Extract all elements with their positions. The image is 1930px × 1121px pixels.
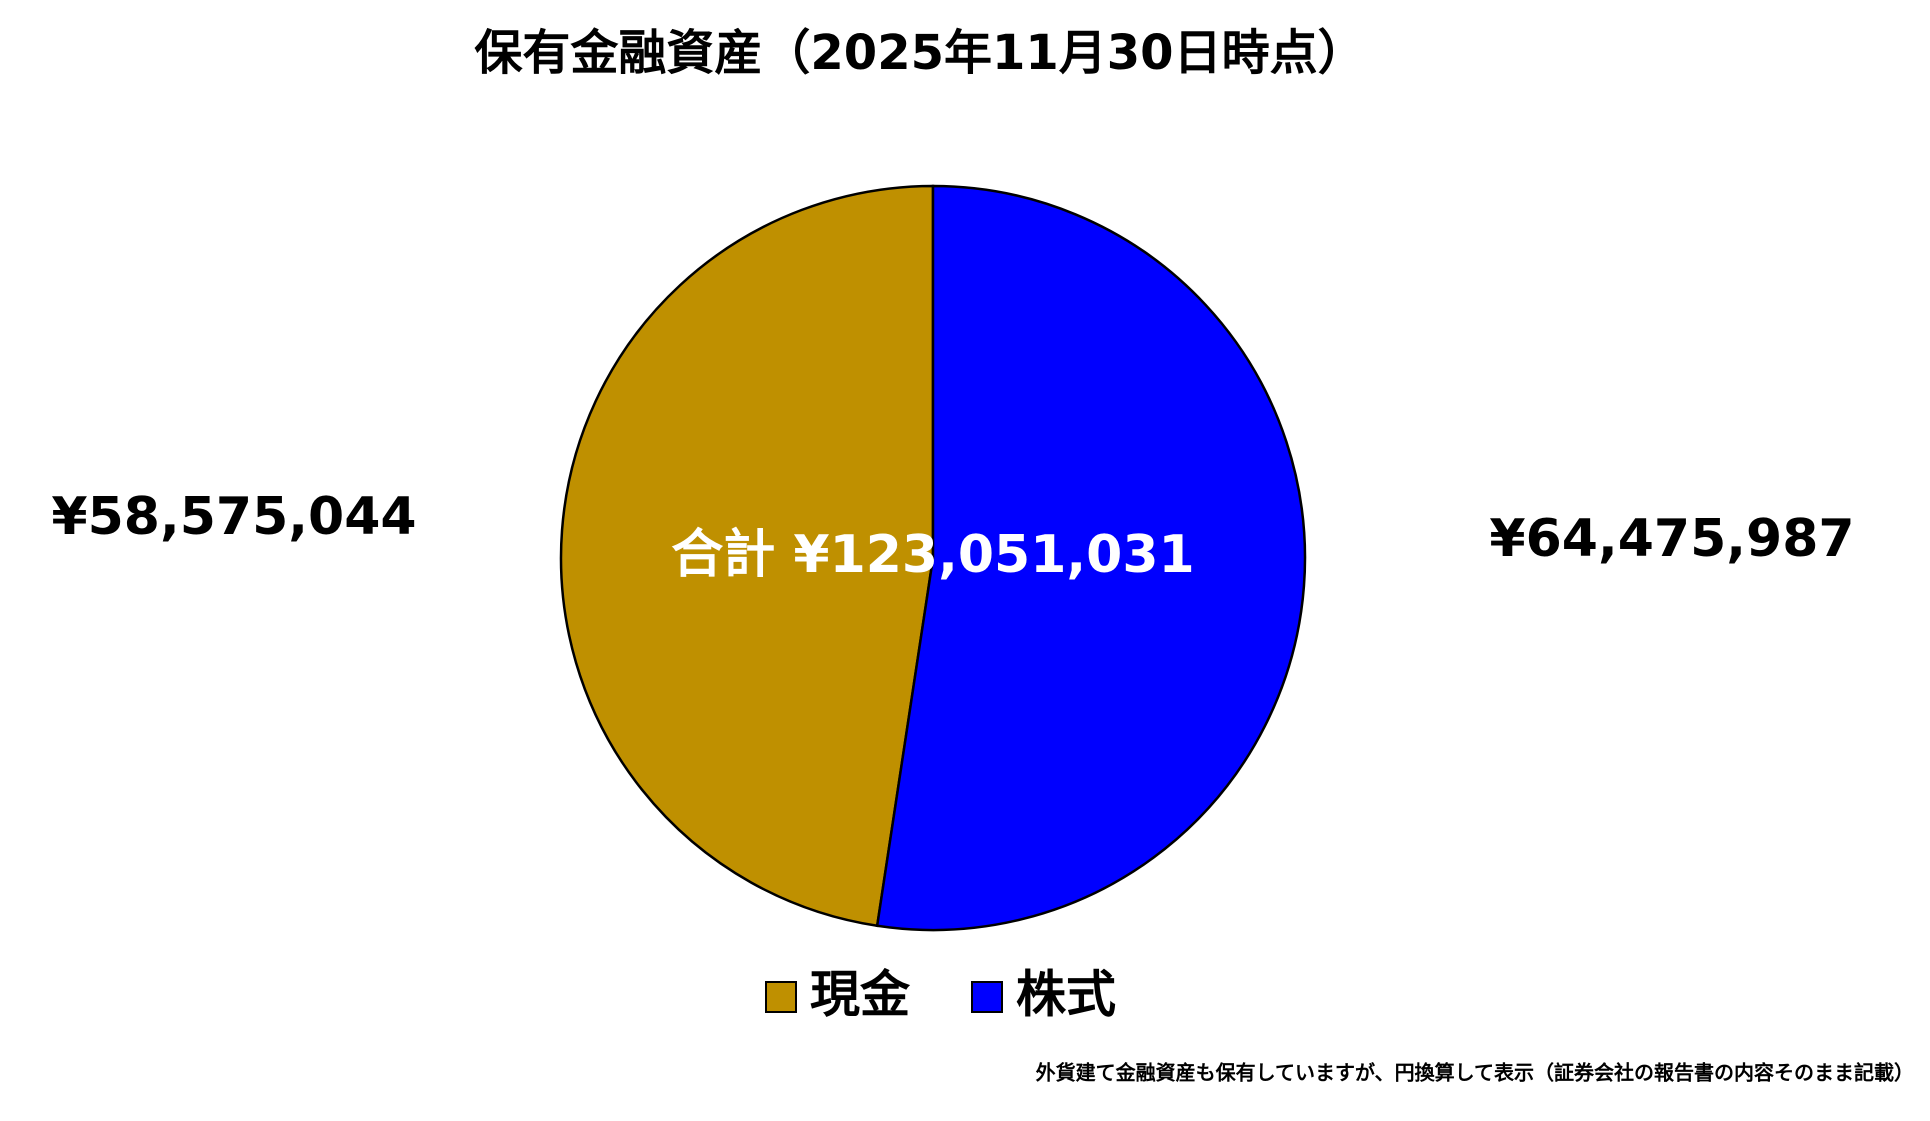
legend-label: 株式 <box>1016 966 1116 1024</box>
value-label: ¥58,575,044 <box>51 487 416 547</box>
pie-slice <box>875 184 1307 932</box>
legend-swatch <box>971 981 1003 1013</box>
legend-swatch <box>765 981 797 1013</box>
chart-title: 保有金融資産（2025年11月30日時点） <box>474 25 1365 81</box>
value-label: ¥64,475,987 <box>1489 509 1854 569</box>
pie-slice <box>559 184 935 928</box>
legend-label: 現金 <box>810 966 911 1024</box>
center-label: 合計 ¥123,051,031 <box>671 525 1194 585</box>
footnote: 外貨建て金融資産も保有していますが、円換算して表示（証券会社の報告書の内容そのま… <box>1036 1061 1914 1085</box>
